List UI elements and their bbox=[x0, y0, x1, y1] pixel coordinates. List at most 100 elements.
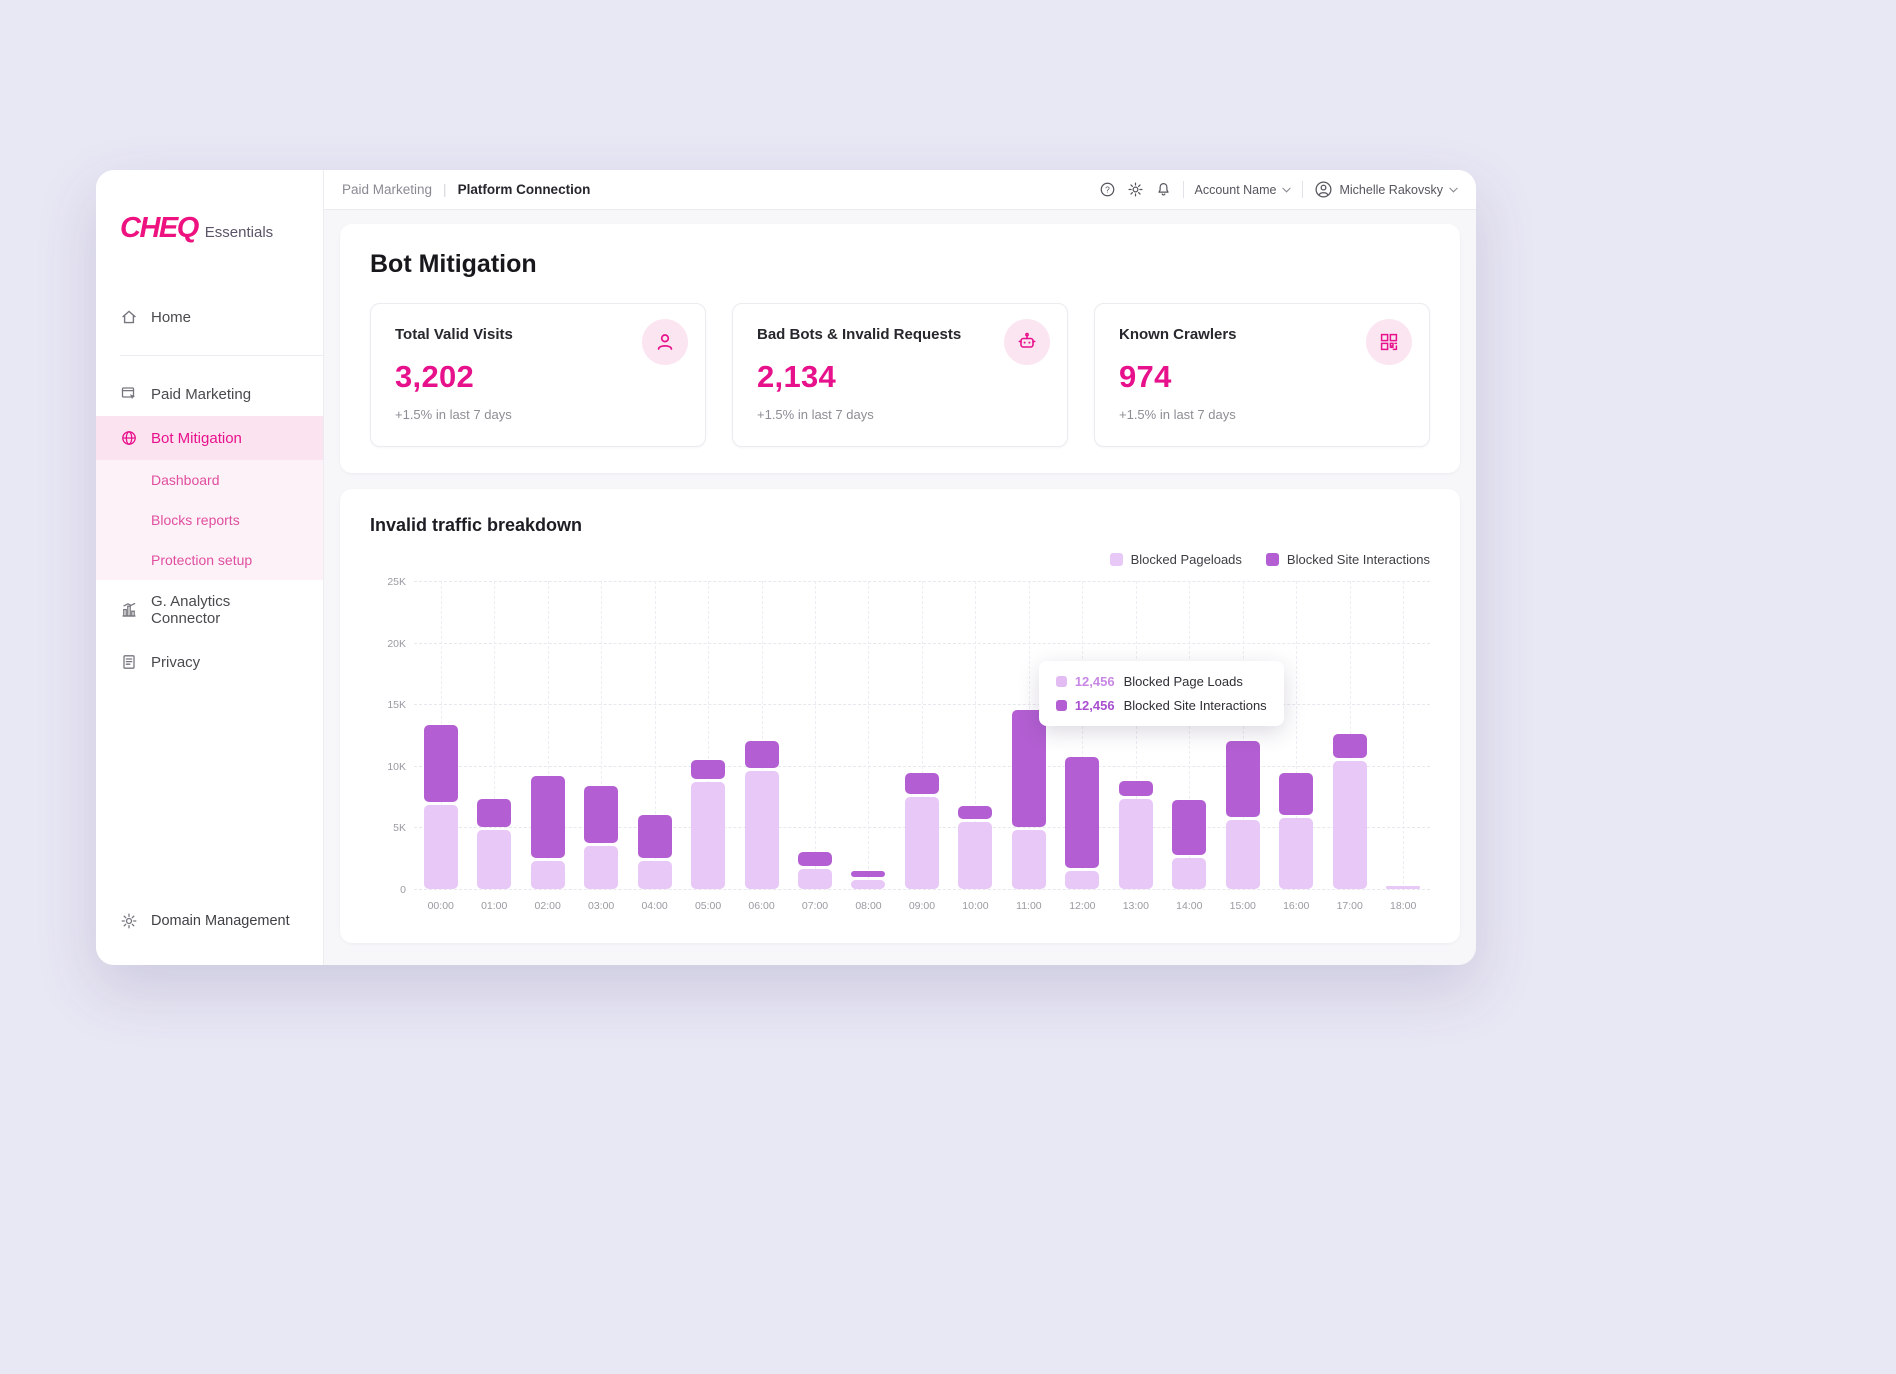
tooltip-swatch-interactions bbox=[1055, 700, 1067, 712]
gridline: 25K bbox=[387, 576, 1430, 588]
breadcrumb-parent[interactable]: Paid Marketing bbox=[342, 182, 433, 197]
bar-segment-pageloads[interactable] bbox=[637, 860, 672, 889]
chart-bar-16:00[interactable]: 16:00 bbox=[1270, 581, 1323, 912]
bar-segment-pageloads[interactable] bbox=[1065, 870, 1100, 889]
sidebar-group-bot-mitigation: Bot Mitigation Dashboard Blocks reports … bbox=[96, 416, 323, 580]
sidebar-item-domain-management[interactable]: Domain Management bbox=[96, 899, 323, 943]
breadcrumb: Paid Marketing | Platform Connection bbox=[342, 182, 590, 197]
chart-bar-03:00[interactable]: 03:00 bbox=[574, 581, 627, 912]
stat-value: 974 bbox=[1119, 359, 1172, 394]
bar-segment-site-interactions[interactable] bbox=[584, 786, 619, 843]
content-area: Paid Marketing | Platform Connection ? A… bbox=[324, 170, 1476, 965]
chart-bar-05:00[interactable]: 05:00 bbox=[681, 581, 734, 912]
bar-segment-pageloads[interactable] bbox=[584, 845, 619, 889]
chart-bar-15:00[interactable]: 15:00 bbox=[1216, 581, 1269, 912]
cheq-logo-text: CHEQ bbox=[120, 212, 199, 244]
bar-segment-site-interactions[interactable] bbox=[904, 772, 939, 794]
bar-segment-pageloads[interactable] bbox=[744, 770, 779, 889]
chart-bar-02:00[interactable]: 02:00 bbox=[521, 581, 574, 912]
stats-row: Total Valid Visits 3,202 +1.5% in last 7… bbox=[370, 303, 1430, 447]
chart-bar-01:00[interactable]: 01:00 bbox=[467, 581, 520, 912]
breadcrumb-current: Platform Connection bbox=[457, 182, 591, 197]
bar-segment-site-interactions[interactable] bbox=[851, 871, 886, 878]
y-tick-label: 0 bbox=[400, 884, 406, 896]
bar-segment-pageloads[interactable] bbox=[1225, 820, 1260, 889]
topbar-actions: ? Account Name bbox=[1099, 180, 1459, 199]
bar-segment-pageloads[interactable] bbox=[851, 880, 886, 889]
chart-bar-13:00[interactable]: 13:00 bbox=[1109, 581, 1162, 912]
chart-bar-00:00[interactable]: 00:00 bbox=[414, 581, 467, 912]
bar-segment-site-interactions[interactable] bbox=[1172, 799, 1207, 856]
chart-bar-11:00[interactable]: 11:00 bbox=[1002, 581, 1055, 912]
legend-blocked-pageloads[interactable]: Blocked Pageloads bbox=[1109, 552, 1242, 567]
sidebar-subitem-protection-setup[interactable]: Protection setup bbox=[151, 552, 253, 568]
bar-segment-site-interactions[interactable] bbox=[1065, 756, 1100, 868]
stat-card-total-valid-visits[interactable]: Total Valid Visits 3,202 +1.5% in last 7… bbox=[370, 303, 706, 447]
bar-segment-site-interactions[interactable] bbox=[637, 814, 672, 858]
bar-segment-pageloads[interactable] bbox=[691, 781, 726, 889]
legend-blocked-site-interactions[interactable]: Blocked Site Interactions bbox=[1265, 552, 1430, 567]
stat-card-bad-bots[interactable]: Bad Bots & Invalid Requests 2,134 +1.5% … bbox=[732, 303, 1068, 447]
bar-segment-site-interactions[interactable] bbox=[477, 798, 512, 827]
help-icon[interactable]: ? bbox=[1099, 181, 1116, 198]
bar-segment-pageloads[interactable] bbox=[1386, 885, 1421, 889]
sidebar-item-home[interactable]: Home bbox=[96, 295, 323, 339]
chart-bar-09:00[interactable]: 09:00 bbox=[895, 581, 948, 912]
bar-segment-site-interactions[interactable] bbox=[423, 724, 458, 803]
bar-segment-site-interactions[interactable] bbox=[958, 805, 993, 820]
bar-segment-site-interactions[interactable] bbox=[1279, 772, 1314, 815]
topbar: Paid Marketing | Platform Connection ? A… bbox=[324, 170, 1476, 210]
bar-segment-site-interactions[interactable] bbox=[530, 776, 565, 858]
sidebar-item-privacy[interactable]: Privacy bbox=[96, 640, 323, 684]
x-tick-label: 11:00 bbox=[1016, 900, 1042, 912]
chevron-down-icon bbox=[1449, 187, 1458, 193]
sidebar-item-bot-mitigation[interactable]: Bot Mitigation bbox=[96, 416, 323, 460]
bar-segment-pageloads[interactable] bbox=[1118, 799, 1153, 889]
bar-segment-pageloads[interactable] bbox=[798, 869, 833, 889]
chart-bar-14:00[interactable]: 14:00 bbox=[1163, 581, 1216, 912]
sidebar-item-analytics-connector[interactable]: G. Analytics Connector bbox=[96, 580, 323, 640]
x-tick-label: 05:00 bbox=[694, 900, 722, 912]
stat-card-known-crawlers[interactable]: Known Crawlers 974 +1.5% in last 7 days bbox=[1094, 303, 1430, 447]
chart-bar-04:00[interactable]: 04:00 bbox=[628, 581, 681, 912]
privacy-doc-icon bbox=[120, 653, 138, 671]
chart-bar-17:00[interactable]: 17:00 bbox=[1323, 581, 1376, 912]
topbar-divider bbox=[1302, 181, 1304, 198]
bar-segment-pageloads[interactable] bbox=[1332, 760, 1367, 889]
bar-segment-site-interactions[interactable] bbox=[744, 740, 779, 768]
tooltip-swatch-pageloads bbox=[1055, 676, 1067, 688]
bar-segment-site-interactions[interactable] bbox=[1011, 709, 1046, 827]
x-tick-label: 17:00 bbox=[1336, 900, 1363, 912]
account-dropdown[interactable]: Account Name bbox=[1195, 183, 1292, 197]
chart-bar-18:00[interactable]: 18:00 bbox=[1376, 581, 1429, 912]
bar-segment-pageloads[interactable] bbox=[1279, 817, 1314, 889]
stat-value: 3,202 bbox=[395, 359, 475, 394]
sidebar-item-paid-marketing[interactable]: Paid Marketing bbox=[96, 372, 323, 416]
bar-segment-pageloads[interactable] bbox=[477, 829, 512, 889]
sidebar-subitem-dashboard[interactable]: Dashboard bbox=[151, 472, 220, 488]
brand-logo[interactable]: CHEQ Essentials bbox=[96, 170, 323, 295]
bar-segment-pageloads[interactable] bbox=[1011, 829, 1046, 889]
chart-bar-10:00[interactable]: 10:00 bbox=[949, 581, 1002, 912]
sidebar-subitem-blocks-reports[interactable]: Blocks reports bbox=[151, 512, 240, 528]
chart-title: Invalid traffic breakdown bbox=[370, 515, 583, 535]
chart-bar-07:00[interactable]: 07:00 bbox=[788, 581, 841, 912]
bar-segment-pageloads[interactable] bbox=[530, 860, 565, 889]
bar-segment-pageloads[interactable] bbox=[423, 805, 458, 889]
bar-segment-site-interactions[interactable] bbox=[798, 851, 833, 867]
x-tick-label: 15:00 bbox=[1229, 900, 1256, 912]
bar-segment-site-interactions[interactable] bbox=[1225, 740, 1260, 818]
notifications-bell-icon[interactable] bbox=[1155, 181, 1172, 198]
settings-gear-icon[interactable] bbox=[1127, 181, 1144, 198]
bar-segment-pageloads[interactable] bbox=[904, 796, 939, 889]
chart-bar-06:00[interactable]: 06:00 bbox=[735, 581, 788, 912]
bar-segment-pageloads[interactable] bbox=[958, 822, 993, 889]
chart-bar-12:00[interactable]: 12:00 bbox=[1056, 581, 1109, 912]
bar-segment-pageloads[interactable] bbox=[1172, 858, 1207, 889]
chart-bar-08:00[interactable]: 08:00 bbox=[842, 581, 895, 912]
bar-segment-site-interactions[interactable] bbox=[1332, 734, 1367, 758]
bar-segment-site-interactions[interactable] bbox=[1118, 781, 1153, 797]
chart-columns: 00:00 01:00 02:00 03:00 04:00 05:00 06:00 07:00… bbox=[414, 581, 1430, 912]
bar-segment-site-interactions[interactable] bbox=[691, 760, 726, 779]
user-menu[interactable]: Michelle Rakovsky bbox=[1314, 180, 1458, 199]
